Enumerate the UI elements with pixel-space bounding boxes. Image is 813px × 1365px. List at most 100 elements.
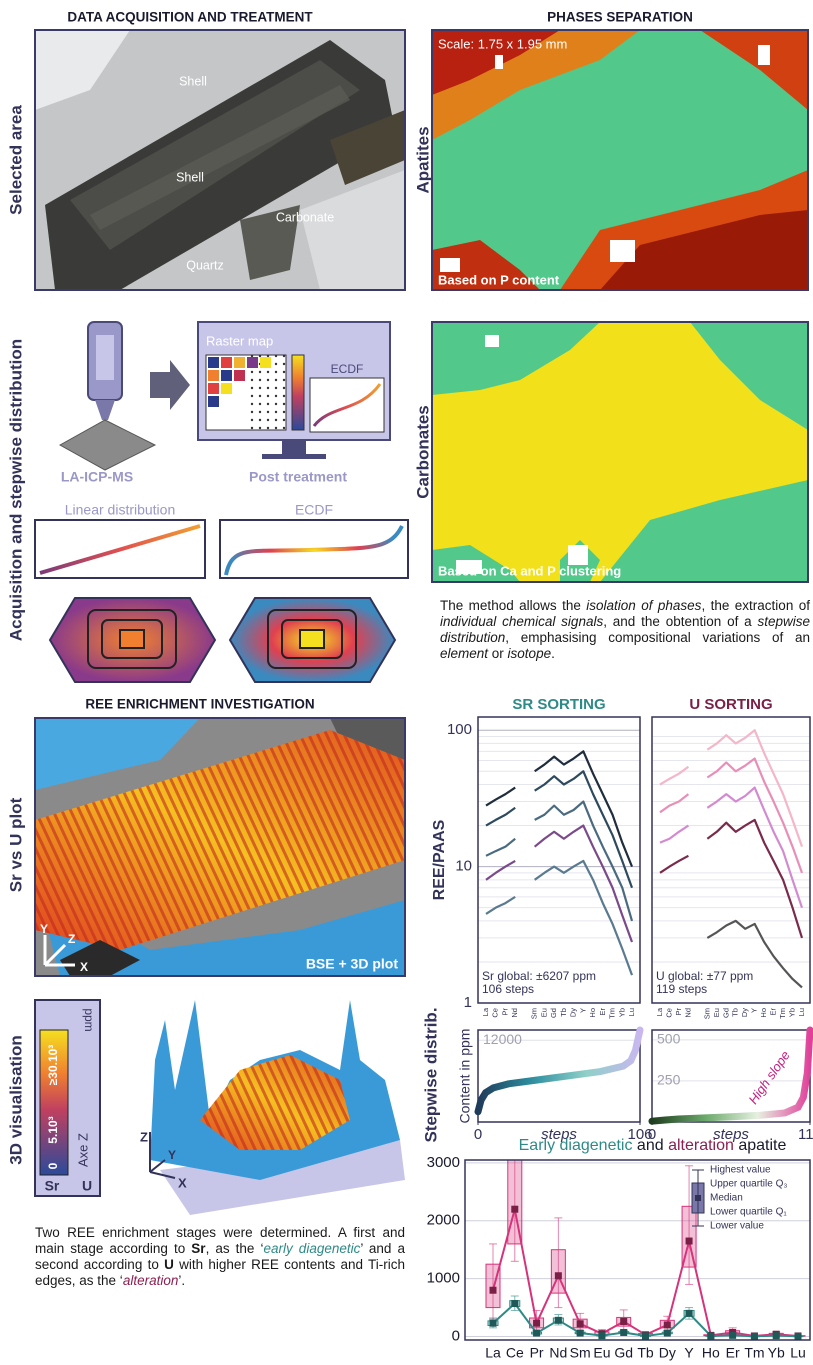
text: , as the ‘ [206, 1241, 264, 1256]
photo-annotation: Carbonate [276, 210, 334, 224]
series-line [486, 861, 632, 975]
median-marker [642, 1332, 649, 1339]
legend-label: Lower quartile Q₁ [710, 1207, 787, 1218]
side-label: Acquisition and stepwise distribution [6, 339, 25, 641]
side-label: Sr vs U plot [6, 797, 25, 892]
series-line [660, 788, 802, 908]
section-title: REE ENRICHMENT INVESTIGATION [85, 697, 314, 712]
annotation: 106 steps [482, 982, 534, 996]
section-title: PHASES SEPARATION [547, 10, 693, 25]
ree-text: Two REE enrichment stages were determine… [35, 1225, 405, 1289]
median-marker [490, 1287, 497, 1294]
chart-title: U SORTING [689, 696, 772, 713]
median-marker [664, 1330, 671, 1337]
text: early diagenetic [264, 1241, 361, 1256]
x-tick-label: Pr [674, 1007, 683, 1015]
x-tick-label: Eu [712, 1008, 721, 1017]
x-tick-label: Dy [740, 1008, 749, 1017]
x-tick-label: Sm [702, 1008, 711, 1019]
series-line [486, 826, 632, 942]
colorbar-end: Sr [45, 1178, 60, 1194]
y-tick-label: 3000 [427, 1154, 460, 1171]
y-axis-title: Content in ppm [457, 1029, 473, 1124]
x-tick-label: Nd [510, 1008, 519, 1018]
x-tick-label: Eu [593, 1345, 610, 1361]
section-title: DATA ACQUISITION AND TREATMENT [67, 10, 313, 25]
title-part: and [632, 1137, 668, 1154]
text: or [488, 646, 508, 661]
title-part: Early diagenetic [519, 1137, 633, 1154]
x-tick-label: Lu [790, 1345, 806, 1361]
axis-label: Y [40, 922, 48, 936]
diagram-label: Linear distribution [65, 502, 176, 518]
x-tick-label: Lu [797, 1008, 806, 1016]
figure: DATA ACQUISITION AND TREATMENT Selected … [0, 0, 813, 1365]
diagram-label: ECDF [295, 502, 333, 518]
axis-label: Z [140, 1129, 148, 1144]
x-tick-label: Y [750, 1008, 759, 1013]
axis-label: Z [68, 932, 75, 946]
x-tick-label: 119 [798, 1126, 813, 1143]
median-marker [686, 1310, 693, 1317]
legend-median [695, 1195, 701, 1201]
median-marker [664, 1321, 671, 1328]
x-tick-label: Tb [559, 1008, 568, 1017]
median-marker [511, 1300, 518, 1307]
x-tick-label: Pr [530, 1345, 544, 1361]
text: , and the obtention of a [603, 614, 757, 629]
x-tick-label: Tb [637, 1345, 654, 1361]
axis-label: X [178, 1175, 187, 1190]
side-label: Stepwise distrib. [421, 1007, 440, 1142]
text: U [164, 1257, 174, 1272]
distribution-icons [35, 520, 408, 682]
x-tick-label: Yb [768, 1345, 785, 1361]
photo-annotation: Quartz [186, 258, 224, 272]
median-marker [620, 1329, 627, 1336]
legend-label: Upper quartile Q₃ [710, 1179, 787, 1190]
sample-photo [35, 30, 405, 290]
title-part: apatite [734, 1137, 787, 1154]
median-marker [598, 1332, 605, 1339]
y-tick-label: 10 [455, 858, 472, 875]
side-label: Carbonates [413, 405, 432, 499]
chart-title: Early diagenetic and alteration apatite [519, 1137, 787, 1154]
legend-label: Lower value [710, 1221, 764, 1232]
x-tick-label: Er [726, 1345, 740, 1361]
y-tick-label: 250 [657, 1072, 681, 1088]
surface-plot [150, 1000, 405, 1215]
title-part: alteration [668, 1137, 734, 1154]
median-marker [490, 1320, 497, 1327]
x-tick-label: La [485, 1345, 501, 1361]
median-marker [511, 1206, 518, 1213]
median-marker [620, 1318, 627, 1325]
x-tick-label: Dy [569, 1008, 578, 1017]
y-tick-label: 1 [464, 994, 472, 1011]
y-axis-title: REE/PAAS [431, 819, 448, 900]
colorbar-end: U [82, 1178, 92, 1194]
median-marker [686, 1238, 693, 1245]
bse-image [35, 718, 405, 976]
carbonate-map [432, 322, 808, 582]
diagram-label: Post treatment [249, 469, 347, 485]
median-marker [773, 1332, 780, 1339]
x-tick-label: Gd [549, 1008, 558, 1018]
x-tick-label: Tb [731, 1008, 740, 1017]
x-tick-label: Er [598, 1007, 607, 1015]
annotation: Sr global: ±6207 ppm [482, 969, 596, 983]
x-tick-label: Tm [778, 1008, 787, 1019]
text: isolation of phases [586, 598, 701, 613]
diagram-label: Raster map [206, 333, 273, 348]
y-tick-label: 0 [452, 1327, 460, 1344]
series-line [660, 820, 802, 938]
axis-label: Y [168, 1148, 176, 1162]
y-tick-label: 1000 [427, 1270, 460, 1287]
median-marker [533, 1320, 540, 1327]
text: Sr [191, 1241, 205, 1256]
median-marker [795, 1333, 802, 1340]
x-tick-label: Ho [588, 1008, 597, 1018]
text: individual chemical signals [440, 614, 603, 629]
series-line [486, 802, 632, 921]
x-tick-label: Lu [627, 1008, 636, 1016]
scale-label: Scale: 1.75 x 1.95 mm [438, 36, 567, 51]
x-tick-label: Gd [614, 1345, 633, 1361]
